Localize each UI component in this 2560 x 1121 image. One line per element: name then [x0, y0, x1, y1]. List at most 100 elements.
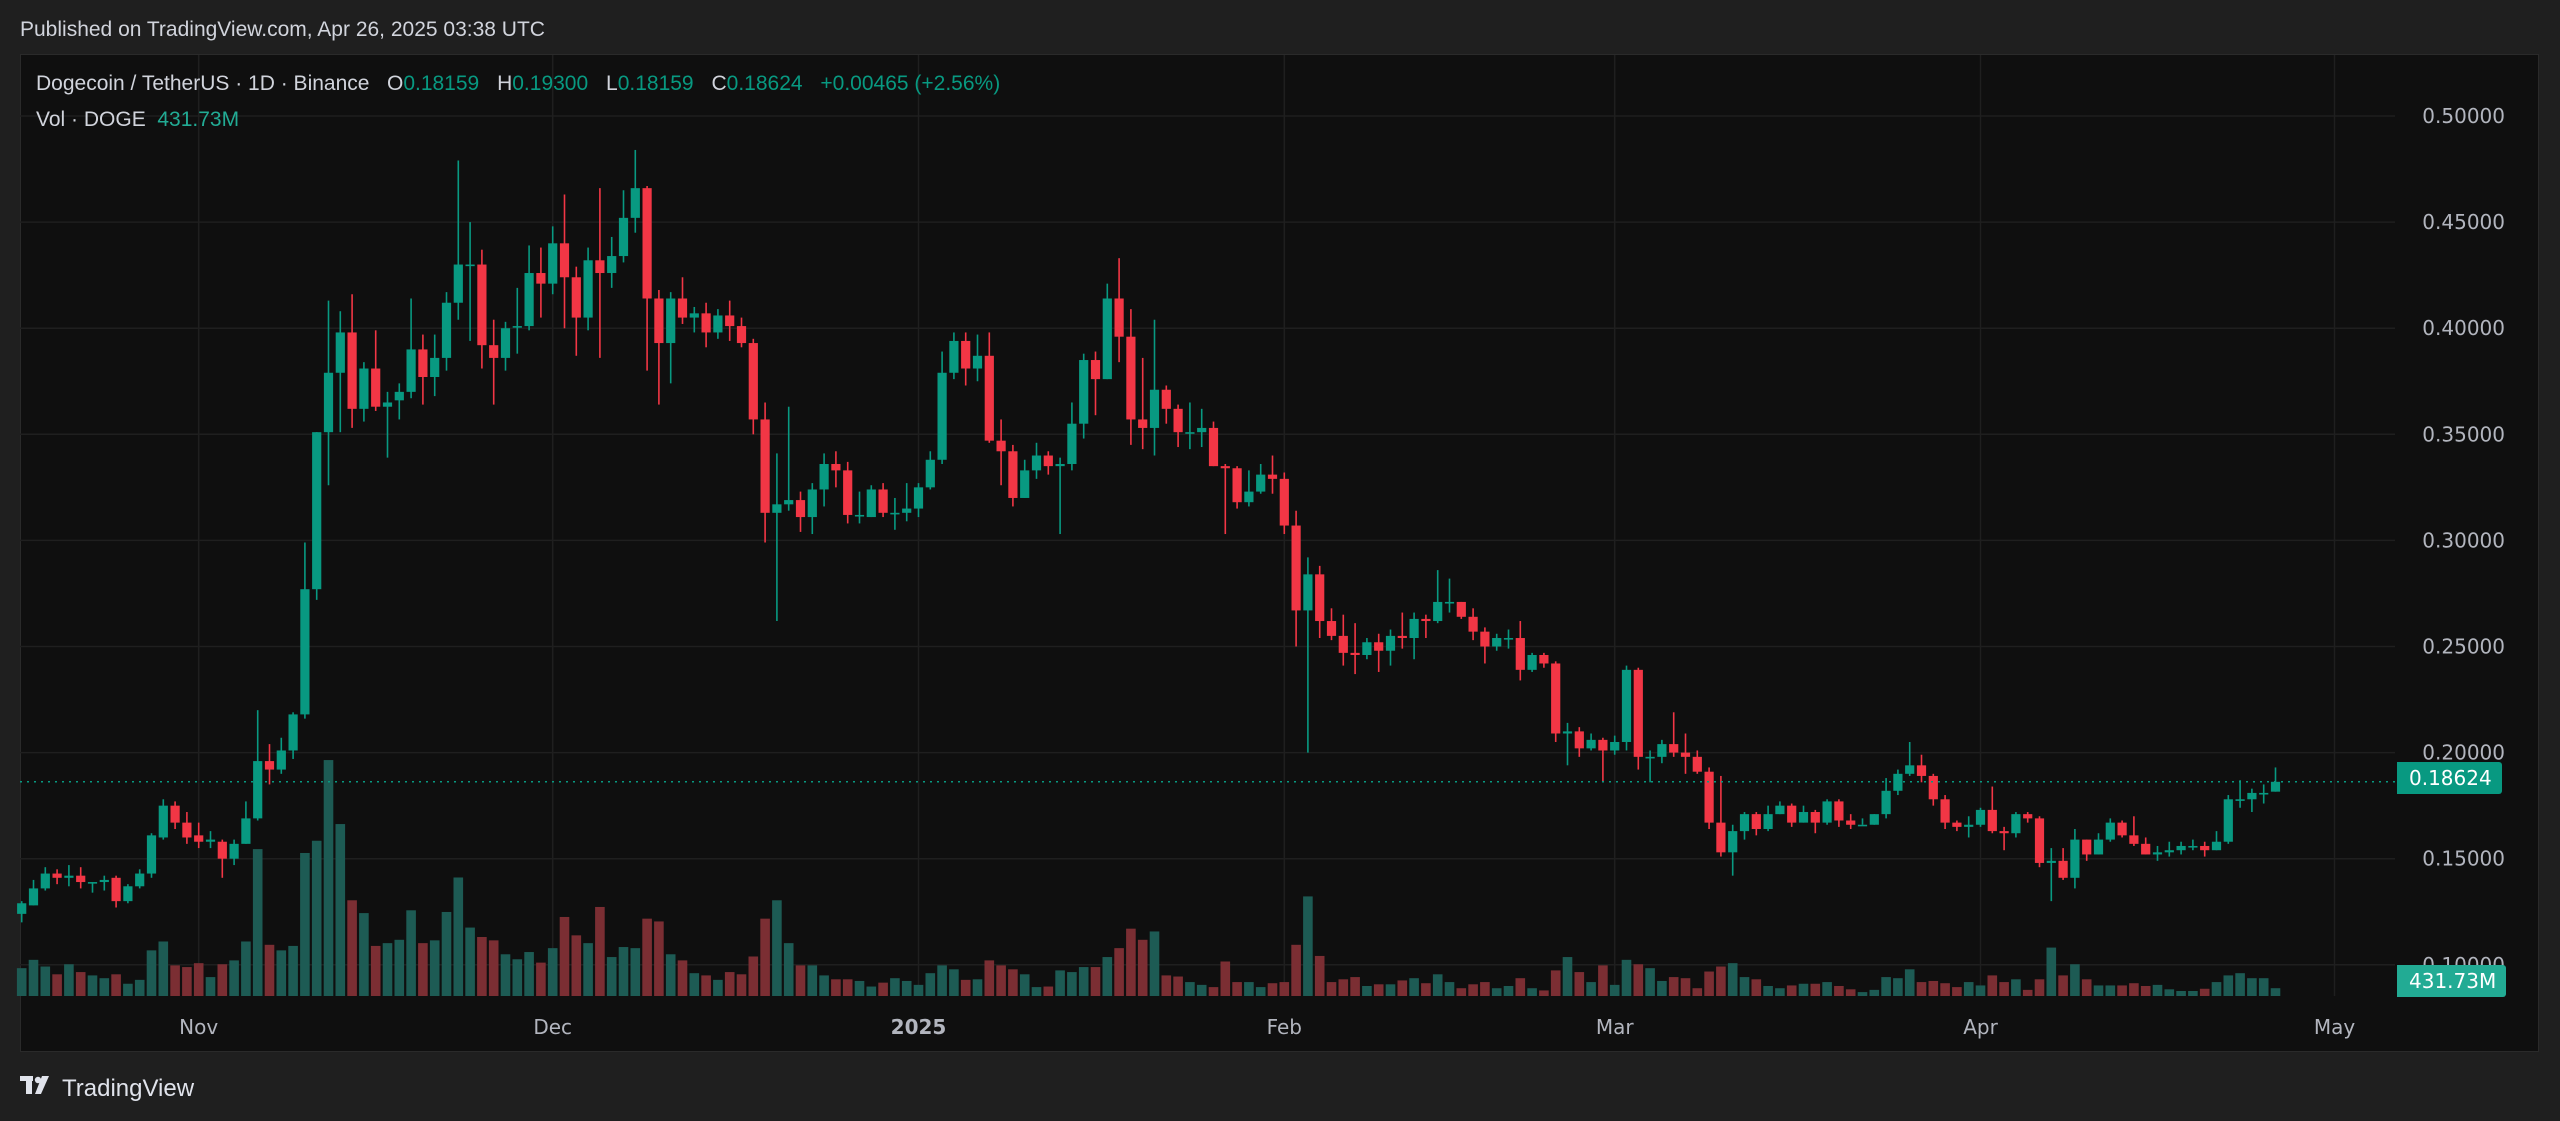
candle-body	[2211, 841, 2222, 851]
volume-bar	[347, 900, 357, 996]
candle-body	[1775, 805, 1785, 815]
volume-bar	[1397, 980, 1408, 996]
volume-bar	[595, 906, 605, 996]
candle	[441, 292, 452, 371]
volume-bar	[193, 963, 204, 996]
candle	[335, 311, 345, 433]
volume-bar	[2211, 982, 2222, 996]
candle	[1562, 722, 1573, 766]
candle	[972, 334, 983, 382]
volume-label[interactable]: Vol · DOGE	[36, 108, 146, 131]
candle	[642, 186, 652, 371]
candle-body	[854, 514, 865, 517]
volume-bar	[937, 965, 947, 996]
candle-body	[1055, 464, 1065, 467]
candle	[1657, 739, 1667, 764]
candle-body	[536, 273, 546, 284]
candle-body	[642, 188, 652, 299]
candle-body	[1397, 635, 1407, 639]
candle-body	[477, 264, 487, 346]
volume-bar	[1763, 985, 1773, 996]
volume-bar	[748, 956, 759, 996]
candle-body	[784, 500, 794, 505]
candle-body	[64, 875, 74, 878]
volume-bar	[724, 972, 735, 996]
candle	[654, 290, 664, 405]
x-tick-label: Dec	[533, 1015, 572, 1039]
volume-bar	[1810, 983, 1821, 996]
volume-bar	[1173, 976, 1183, 996]
candle-body	[406, 349, 416, 392]
candle	[111, 875, 121, 908]
candle	[52, 869, 62, 885]
volume-bar	[241, 941, 251, 996]
candle	[2093, 833, 2104, 855]
candle-body	[2188, 845, 2198, 848]
published-timestamp: Published on TradingView.com, Apr 26, 20…	[20, 18, 545, 41]
candle-body	[1857, 824, 1868, 827]
candle	[713, 309, 723, 339]
candle	[489, 319, 499, 405]
candle	[1787, 803, 1797, 827]
candle	[2164, 841, 2174, 857]
volume-bar	[229, 960, 239, 996]
candle-body	[1999, 831, 2009, 834]
volume-bar	[52, 974, 62, 996]
volume-bar	[1432, 974, 1443, 996]
volume-bar	[1952, 987, 1962, 996]
candle-body	[1444, 601, 1455, 604]
volume-bar	[1267, 983, 1278, 996]
candle-body	[17, 903, 27, 914]
candle	[1008, 444, 1018, 507]
volume-bar	[465, 927, 475, 996]
candle-body	[1751, 814, 1761, 829]
candle-body	[819, 464, 829, 490]
volume-bar	[1126, 928, 1136, 996]
volume-bar	[1550, 970, 1561, 996]
volume-bar	[2176, 990, 2186, 996]
candle-body	[1043, 455, 1053, 467]
volume-bar	[1090, 967, 1101, 996]
volume-bar	[1468, 984, 1478, 996]
chart-pane[interactable]	[20, 54, 2539, 1052]
candle-body	[2082, 839, 2092, 855]
footer-brand[interactable]: TradingView	[20, 1074, 194, 1103]
candle-body	[1539, 654, 1549, 664]
candle	[2270, 767, 2281, 792]
volume-bar	[1185, 982, 1195, 996]
candle-body	[217, 841, 227, 859]
volume-bar	[335, 824, 346, 996]
volume-bar	[1751, 979, 1762, 996]
candle-body	[1515, 638, 1525, 670]
volume-bar	[1609, 984, 1620, 996]
volume-bar	[252, 849, 263, 996]
symbol-title[interactable]: Dogecoin / TetherUS · 1D · Binance	[36, 72, 370, 95]
volume-bar	[2223, 975, 2234, 996]
volume-bar	[1326, 982, 1337, 996]
candle-body	[1079, 360, 1089, 424]
candle	[135, 869, 145, 889]
volume-bar	[736, 974, 747, 996]
candle-body	[1763, 814, 1773, 829]
candle	[819, 453, 829, 507]
candle-body	[1657, 744, 1667, 757]
volume-bar	[819, 975, 829, 996]
volume-bar	[2093, 985, 2104, 996]
candle	[2188, 839, 2198, 851]
candle-body	[524, 273, 534, 327]
last-price-badge: 0.18624	[2397, 762, 2502, 794]
candle-body	[689, 313, 699, 318]
volume-bar	[99, 978, 110, 996]
candle-body	[1232, 468, 1242, 503]
candle	[359, 362, 369, 422]
candle	[1645, 750, 1655, 783]
volume-bar	[2270, 988, 2281, 996]
volume-bar	[665, 954, 676, 996]
candle-body	[1692, 756, 1702, 772]
candle	[64, 865, 74, 887]
volume-bar	[1491, 988, 1502, 996]
volume-bar	[1338, 979, 1349, 996]
candle	[1338, 614, 1348, 666]
candle-body	[1421, 618, 1431, 622]
